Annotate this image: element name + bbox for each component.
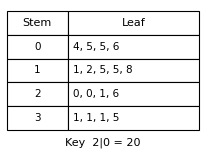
- Text: 1: 1: [34, 65, 41, 75]
- Text: Leaf: Leaf: [121, 18, 145, 28]
- Bar: [68, 35, 199, 59]
- Text: Stem: Stem: [23, 18, 52, 28]
- Text: 2: 2: [34, 89, 41, 99]
- Text: 0, 0, 1, 6: 0, 0, 1, 6: [73, 89, 119, 99]
- Bar: [7, 35, 68, 59]
- Bar: [7, 59, 68, 82]
- Bar: [7, 106, 68, 130]
- Text: Key  2|0 = 20: Key 2|0 = 20: [65, 137, 141, 148]
- Text: 1, 1, 1, 5: 1, 1, 1, 5: [73, 113, 119, 123]
- Bar: [68, 59, 199, 82]
- Bar: [68, 11, 199, 35]
- Text: 0: 0: [34, 42, 41, 52]
- Bar: [68, 106, 199, 130]
- Bar: [68, 82, 199, 106]
- Bar: [7, 11, 68, 35]
- Text: 4, 5, 5, 6: 4, 5, 5, 6: [73, 42, 119, 52]
- Text: 3: 3: [34, 113, 41, 123]
- Text: 1, 2, 5, 5, 8: 1, 2, 5, 5, 8: [73, 65, 132, 75]
- Bar: [7, 82, 68, 106]
